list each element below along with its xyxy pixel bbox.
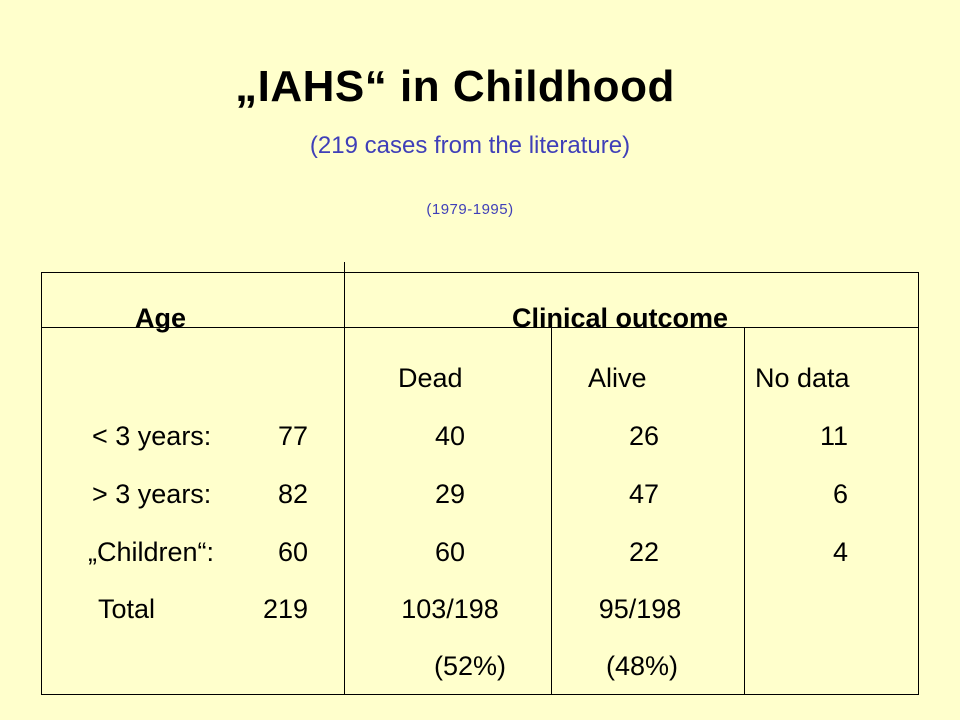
- total-alive: 95/198: [598, 594, 682, 624]
- alive-value: 26: [628, 421, 660, 451]
- nodata-value: 6: [832, 479, 848, 509]
- alive-column-header: Alive: [588, 363, 647, 393]
- row-label: < 3 years:: [92, 421, 212, 451]
- clinical-outcome-header: Clinical outcome: [512, 303, 729, 333]
- alive-value: 22: [628, 537, 660, 567]
- dead-percent: (52%): [433, 651, 507, 681]
- slide-subtitle: (219 cases from the literature): [309, 132, 631, 159]
- nodata-value: 4: [832, 537, 848, 567]
- nodata-column-header: No data: [755, 363, 850, 393]
- row-count: 77: [277, 421, 308, 451]
- table-bottom-border: [41, 694, 919, 695]
- table-top-border: [41, 272, 919, 273]
- table-right-border: [918, 272, 919, 695]
- total-dead: 103/198: [401, 594, 499, 624]
- slide-title: „IAHS“ in Childhood: [235, 62, 675, 111]
- table-left-border: [41, 272, 42, 695]
- row-label: > 3 years:: [92, 479, 212, 509]
- row-count: 60: [277, 537, 308, 567]
- dead-value: 29: [434, 479, 466, 509]
- total-label: Total: [98, 594, 156, 624]
- alive-nodata-divider: [744, 327, 745, 695]
- dead-value: 40: [434, 421, 466, 451]
- age-header: Age: [135, 303, 187, 333]
- row-count: 82: [277, 479, 308, 509]
- age-column-divider: [344, 262, 345, 695]
- table-header-divider: [41, 327, 919, 328]
- alive-value: 47: [628, 479, 660, 509]
- dead-value: 60: [434, 537, 466, 567]
- nodata-value: 11: [819, 421, 848, 451]
- year-range: (1979-1995): [426, 201, 514, 218]
- dead-alive-divider: [551, 327, 552, 695]
- dead-column-header: Dead: [398, 363, 463, 393]
- total-count: 219: [262, 594, 308, 624]
- row-label: „Children“:: [88, 537, 215, 567]
- alive-percent: (48%): [605, 651, 679, 681]
